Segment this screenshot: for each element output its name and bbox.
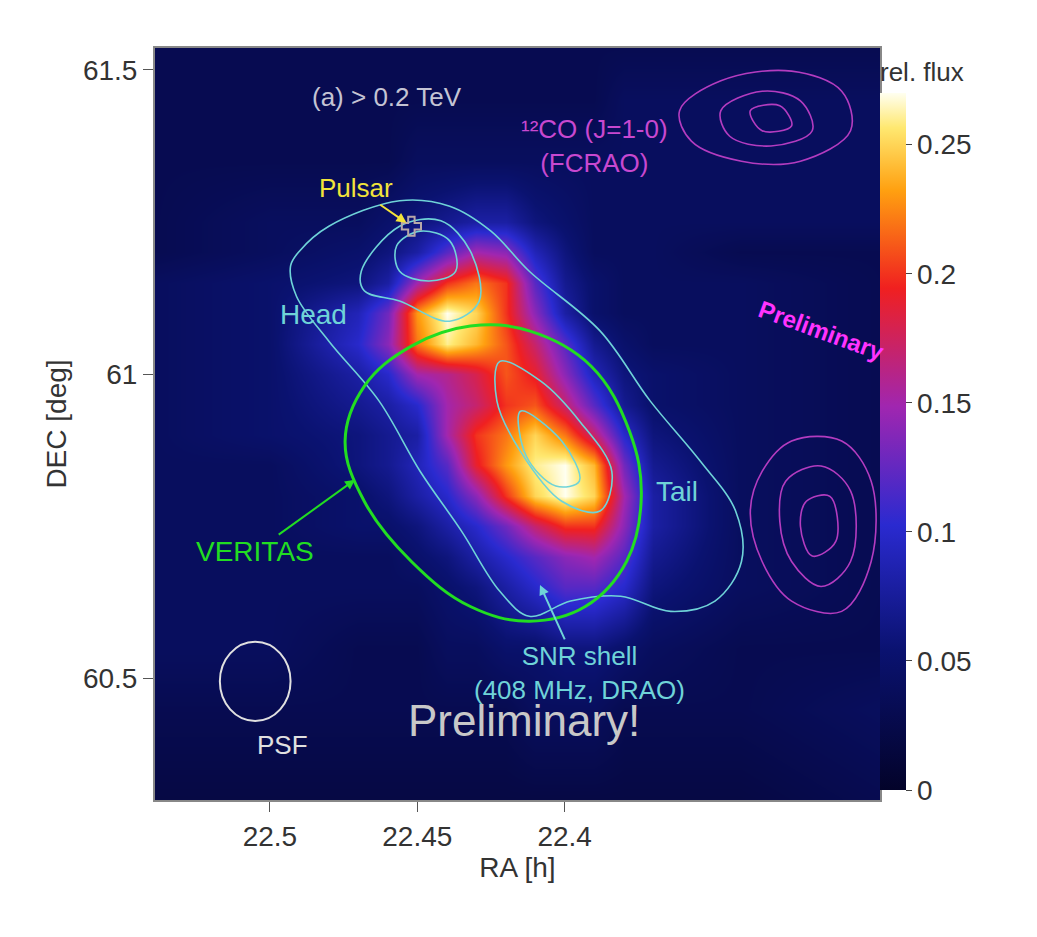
svg-text:60.5: 60.5	[83, 663, 138, 694]
svg-text:61: 61	[106, 359, 137, 390]
svg-text:61.5: 61.5	[83, 55, 138, 86]
svg-text:22.5: 22.5	[243, 821, 298, 852]
svg-text:Preliminary!: Preliminary!	[408, 696, 640, 745]
svg-text:0.25: 0.25	[917, 129, 972, 160]
svg-text:Preliminary: Preliminary	[755, 295, 888, 365]
svg-text:22.45: 22.45	[382, 821, 452, 852]
svg-text:¹²CO (J=1-0)(FCRAO): ¹²CO (J=1-0)(FCRAO)	[521, 114, 668, 178]
svg-text:22.4: 22.4	[537, 821, 592, 852]
svg-text:Pulsar: Pulsar	[319, 173, 393, 203]
svg-text:0.05: 0.05	[917, 646, 972, 677]
svg-text:RA [h]: RA [h]	[479, 852, 555, 883]
svg-text:DEC [deg]: DEC [deg]	[41, 359, 72, 488]
svg-text:Tail: Tail	[656, 476, 698, 507]
svg-text:Head: Head	[280, 299, 347, 330]
svg-text:VERITAS: VERITAS	[196, 536, 314, 567]
svg-text:0.2: 0.2	[917, 259, 956, 290]
svg-text:(a) > 0.2 TeV: (a) > 0.2 TeV	[312, 82, 462, 112]
svg-text:rel. flux: rel. flux	[880, 57, 964, 87]
svg-text:SNR shell(408 MHz, DRAO): SNR shell(408 MHz, DRAO)	[474, 641, 685, 705]
svg-text:0: 0	[917, 775, 933, 806]
svg-text:0.1: 0.1	[917, 517, 956, 548]
svg-text:PSF: PSF	[257, 730, 308, 760]
svg-text:0.15: 0.15	[917, 388, 972, 419]
